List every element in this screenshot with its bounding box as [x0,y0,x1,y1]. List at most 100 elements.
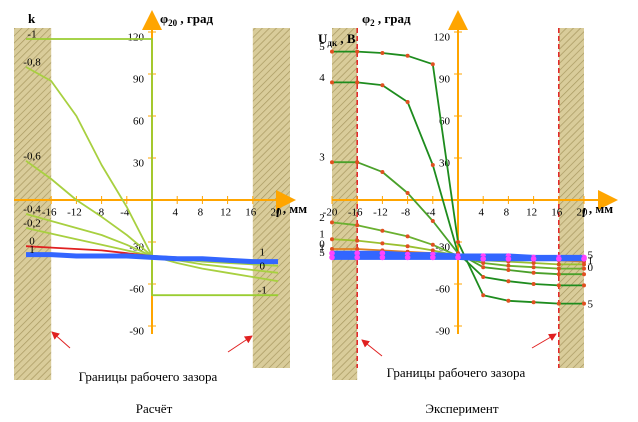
x-tick-label: 8 [504,207,510,219]
series-line [26,38,278,297]
x-tick-label: -20 [323,207,338,219]
data-point [430,163,435,167]
x-tick-label: 4 [478,207,484,219]
axis-label: φ2 , град [362,11,411,28]
x-tick-label: -8 [401,207,411,219]
y-tick-label: -60 [129,284,144,296]
end-label: 0 [588,262,594,274]
data-point [481,261,486,265]
series-label: 5 [319,247,325,259]
data-point [379,254,386,261]
series-label: 2 [319,212,325,224]
data-point [556,272,561,277]
x-tick-label: 12 [220,207,231,219]
data-point [506,263,511,268]
data-point [582,266,586,271]
y-tick-label: 30 [439,158,451,170]
data-point [405,53,410,58]
data-point [581,255,587,262]
data-point [330,237,334,242]
data-point [556,255,562,262]
data-point [380,170,385,174]
x-tick-label: -16 [42,207,57,219]
data-point [329,254,335,261]
data-point [582,262,586,267]
data-point [531,300,536,305]
end-label: 5 [588,299,594,311]
label-part: дк [327,38,338,48]
data-point [506,298,511,303]
series-label: 0 [319,239,325,251]
x-tick-label: 16 [551,207,563,219]
end-label: 1 [588,255,594,267]
x-tick-label: 20 [577,207,589,219]
data-point [354,254,361,261]
data-point [582,301,586,306]
boundary-caption: Границы рабочего зазора [79,369,218,384]
data-point [379,250,386,256]
series-label: 3 [319,152,325,164]
data-point [380,83,385,88]
data-point [556,262,561,267]
panel-caption: Расчёт [136,401,173,416]
data-point [480,255,487,262]
data-point [455,254,461,261]
data-point [330,220,334,225]
label-part: l [276,205,280,220]
data-point [430,219,435,223]
label-part: φ [160,11,168,26]
label-part: , В [337,31,356,46]
series-label: 4 [319,72,325,84]
y-tick-label: -90 [435,326,450,338]
series-label: -0,6 [23,150,41,162]
series-label: -0,2 [23,218,40,230]
x-tick-label: -12 [373,207,388,219]
data-point [405,244,410,249]
y-tick-label: 90 [439,74,451,86]
data-point [481,293,486,298]
x-tick-label: 8 [198,207,204,219]
pointer-arrow [531,333,557,349]
series-label: -1 [27,29,36,41]
data-point [531,265,536,270]
series-label: 1 [319,243,325,255]
y-tick-label: -60 [435,284,450,296]
series-label: 1 [29,244,35,256]
data-point [481,265,486,270]
end-label: -1 [258,285,267,297]
data-point [430,242,435,247]
data-point [330,80,334,85]
data-point [404,254,411,261]
y-tick-label: 60 [439,116,451,128]
label-part: , мм [586,201,614,216]
data-point [430,254,436,261]
x-tick-label: 16 [245,207,257,219]
pointer-arrow [227,335,253,353]
label-part: , град [177,11,213,26]
pointer-arrow [51,331,71,349]
x-tick-label: -4 [120,207,130,219]
y-tick-label: 90 [133,74,145,86]
data-point [405,100,410,104]
data-point [355,247,360,251]
data-point [380,228,385,233]
x-tick-label: -16 [348,207,363,219]
series-label: -0,4 [23,204,41,216]
data-point [531,282,536,286]
boundary-caption: Границы рабочего зазора [387,365,526,380]
data-point [329,250,335,256]
data-point [330,49,334,54]
label-part: 2 [370,18,375,28]
data-point [330,247,334,251]
data-point [530,255,537,262]
data-point [405,191,410,195]
x-tick-label: 4 [172,207,178,219]
end-label: 1 [260,247,266,259]
gap-hatch [558,28,584,368]
end-label: 0 [260,261,266,273]
data-point [556,283,561,288]
gap-hatch [14,28,52,380]
data-point [481,275,486,279]
axis-label: l , мм [582,201,613,220]
